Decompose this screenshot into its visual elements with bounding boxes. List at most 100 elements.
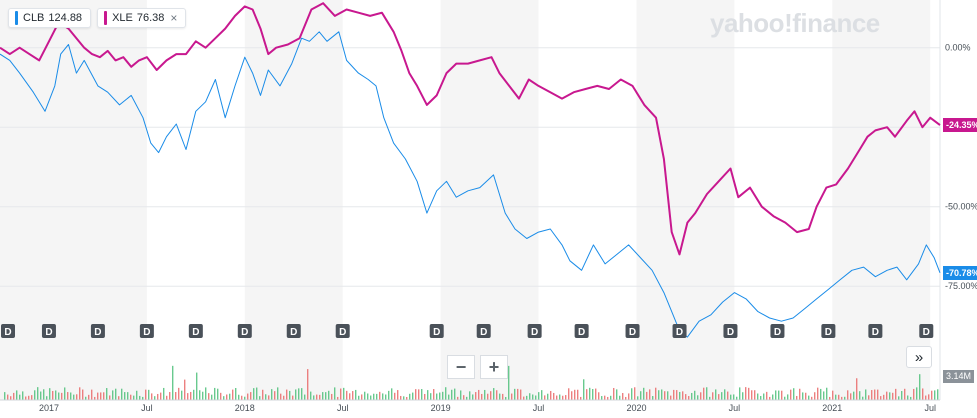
volume-bar xyxy=(736,396,738,400)
volume-bar xyxy=(658,390,660,400)
volume-bar xyxy=(937,389,939,400)
dividend-marker-label: D xyxy=(578,327,585,338)
volume-bar xyxy=(517,388,519,400)
volume-bar xyxy=(190,391,192,400)
volume-bar xyxy=(745,387,747,400)
volume-bar xyxy=(706,387,708,400)
volume-bar xyxy=(832,390,834,400)
volume-bar xyxy=(292,395,294,400)
zoom-in-button[interactable]: + xyxy=(480,355,508,379)
volume-bar xyxy=(700,392,702,400)
volume-bar xyxy=(592,389,594,400)
volume-bar xyxy=(298,388,300,400)
volume-bar xyxy=(52,390,54,400)
volume-bar xyxy=(730,394,732,400)
volume-bar xyxy=(259,396,261,400)
band xyxy=(832,0,931,400)
volume-bar xyxy=(142,396,144,400)
band xyxy=(48,0,147,400)
volume-bar xyxy=(808,395,810,400)
volume-bar xyxy=(892,392,894,400)
volume-bar xyxy=(850,393,852,400)
volume-bar xyxy=(511,393,513,400)
volume-bar xyxy=(121,388,123,400)
dividend-marker xyxy=(527,324,542,338)
x-tick-label: Jul xyxy=(924,403,936,413)
volume-bar xyxy=(247,393,249,400)
volume-bar xyxy=(748,387,750,400)
legend-chip-clb[interactable]: CLB 124.88 xyxy=(8,8,92,28)
dividend-marker xyxy=(90,324,105,338)
volume-bar xyxy=(133,395,135,400)
volume-bar xyxy=(487,393,489,400)
band xyxy=(636,0,735,400)
volume-bar xyxy=(622,393,624,400)
dividend-marker xyxy=(286,324,301,338)
volume-bar xyxy=(577,389,579,400)
volume-bar xyxy=(55,390,57,400)
volume-bar xyxy=(94,396,96,400)
volume-bar xyxy=(316,394,318,400)
volume-bar xyxy=(703,387,705,400)
volume-bar xyxy=(373,393,375,400)
dividend-marker-label: D xyxy=(676,327,683,338)
zoom-out-button[interactable]: − xyxy=(447,355,475,379)
volume-bar xyxy=(61,392,63,400)
volume-bar xyxy=(193,389,195,400)
volume-bar xyxy=(787,394,789,400)
volume-bar xyxy=(25,396,27,400)
volume-bar xyxy=(355,389,357,400)
volume-bar xyxy=(571,391,573,400)
volume-bar xyxy=(382,393,384,400)
volume-bar xyxy=(256,387,258,400)
volume-bar xyxy=(37,387,39,400)
volume-bar xyxy=(202,391,204,400)
dividend-marker xyxy=(41,324,56,338)
volume-bar xyxy=(691,392,693,400)
volume-bar xyxy=(97,392,99,400)
volume-bar xyxy=(859,391,861,400)
dividend-marker xyxy=(476,324,491,338)
dividend-marker xyxy=(237,324,252,338)
volume-bar xyxy=(409,393,411,400)
volume-bar xyxy=(628,393,630,400)
volume-bar xyxy=(898,396,900,400)
volume-bar xyxy=(217,388,219,400)
volume-bar xyxy=(643,387,645,400)
volume-bar xyxy=(910,396,912,400)
volume-bar xyxy=(154,396,156,400)
dividend-marker-label: D xyxy=(94,327,101,338)
volume-bar xyxy=(811,396,813,400)
volume-bar xyxy=(418,389,420,400)
volume-bar xyxy=(931,390,933,400)
xle-symbol: XLE xyxy=(112,12,133,24)
volume-bar xyxy=(550,390,552,400)
volume-bar xyxy=(844,396,846,400)
volume-bar xyxy=(841,396,843,400)
volume-bar xyxy=(916,387,918,400)
dividend-marker xyxy=(1,324,15,338)
volume-bar xyxy=(181,390,183,400)
dividend-marker xyxy=(625,324,640,338)
volume-bar xyxy=(130,394,132,400)
volume-bar xyxy=(586,389,588,400)
next-period-button[interactable]: » xyxy=(906,346,932,368)
volume-bar xyxy=(694,390,696,400)
volume-bar xyxy=(889,392,891,400)
volume-bar xyxy=(901,391,903,400)
volume-bar xyxy=(76,394,78,400)
volume-bar xyxy=(508,365,510,400)
volume-bar xyxy=(268,395,270,400)
volume-bar xyxy=(541,390,543,400)
close-icon[interactable]: × xyxy=(170,11,178,25)
volume-bar xyxy=(607,396,609,400)
dividend-marker-label: D xyxy=(531,327,538,338)
volume-bar xyxy=(412,392,414,400)
volume-bar xyxy=(904,388,906,400)
legend-chip-xle[interactable]: XLE 76.38 × xyxy=(97,8,187,28)
dividend-marker xyxy=(672,324,687,338)
volume-bar xyxy=(436,393,438,400)
volume-bar xyxy=(685,394,687,400)
